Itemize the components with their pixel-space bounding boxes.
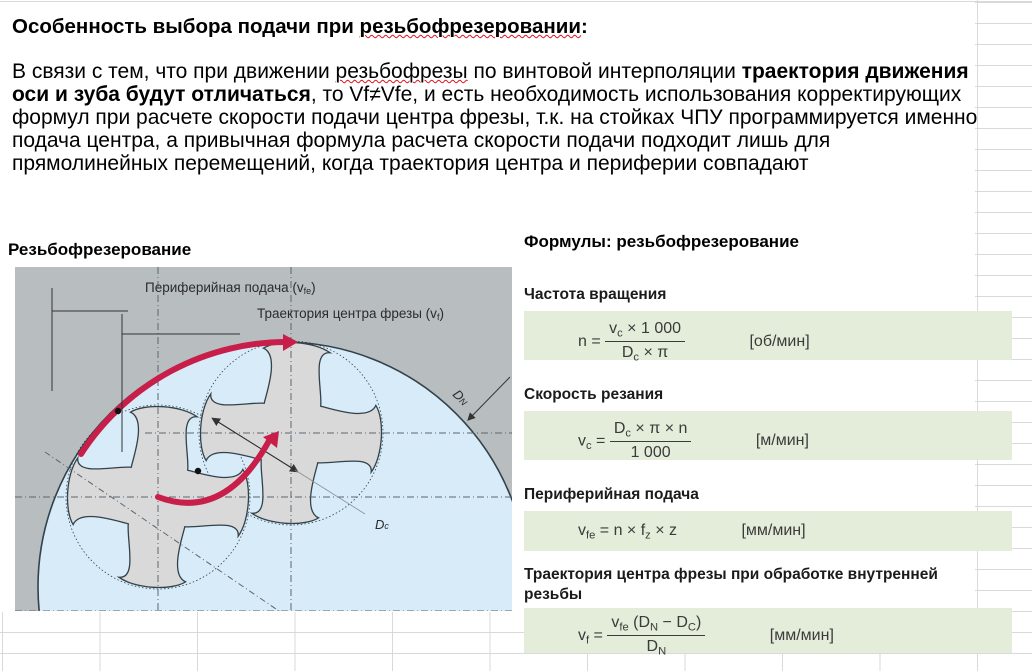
svg-text:Траектория центра фрезы (vf): Траектория центра фрезы (vf) xyxy=(257,306,444,322)
svg-text:Периферийная подача (vfe): Периферийная подача (vfe) xyxy=(145,280,316,296)
